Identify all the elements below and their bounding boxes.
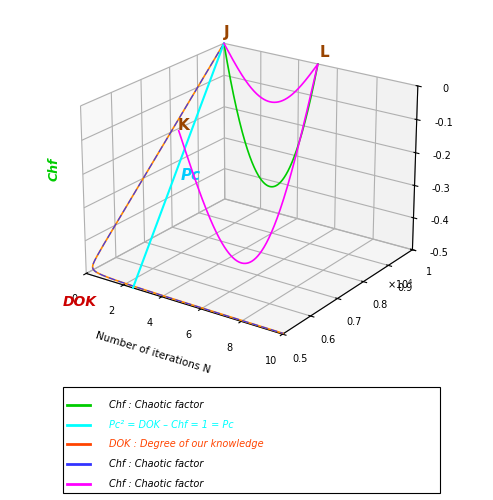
- Text: Pc² = DOK – Chf = 1 = Pc: Pc² = DOK – Chf = 1 = Pc: [109, 420, 234, 430]
- Text: Chf : Chaotic factor: Chf : Chaotic factor: [109, 479, 204, 489]
- Text: DOK : Degree of our knowledge: DOK : Degree of our knowledge: [109, 440, 264, 450]
- X-axis label: Number of iterations N: Number of iterations N: [94, 330, 211, 375]
- Text: Chf: Chf: [48, 157, 61, 180]
- Text: Chf : Chaotic factor: Chf : Chaotic factor: [109, 400, 204, 410]
- Text: $\times10^4$: $\times10^4$: [387, 277, 414, 290]
- Text: Chf : Chaotic factor: Chf : Chaotic factor: [109, 459, 204, 469]
- FancyBboxPatch shape: [63, 387, 440, 493]
